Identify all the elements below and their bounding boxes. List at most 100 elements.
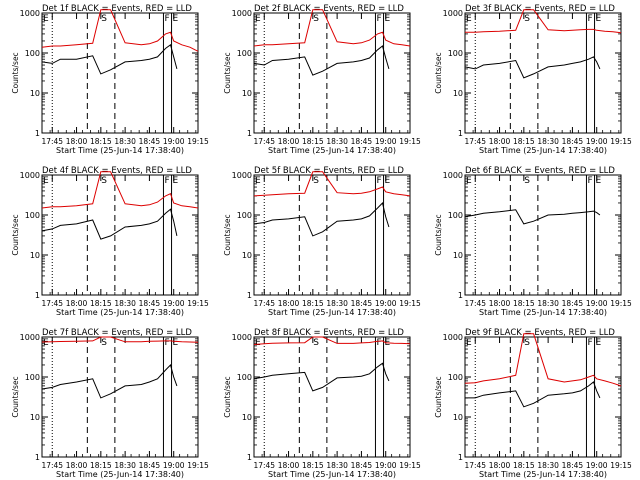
- panel-1: Det 1f BLACK = Events, RED = LLD 1 10 100 10…: [11, 4, 209, 155]
- x-tick-label: 18:30: [114, 299, 136, 308]
- y-tick-label: 100: [237, 373, 252, 382]
- event-marker-label: S: [313, 14, 319, 24]
- x-tick-label: 18:00: [278, 299, 300, 308]
- x-tick-label: 18:45: [351, 299, 373, 308]
- x-tick-label: 17:45: [464, 299, 486, 308]
- x-tick-label: 19:15: [610, 299, 632, 308]
- panel-title: Det 8f BLACK = Events, RED = LLD: [254, 328, 404, 338]
- x-axis-label: Start Time (25-Jun-14 17:38:40): [56, 146, 184, 155]
- event-marker-label: S: [313, 176, 319, 186]
- y-tick-label: 100: [25, 49, 40, 58]
- y-tick-label: 10: [30, 89, 40, 98]
- event-marker-label: E: [385, 14, 391, 24]
- y-tick-label: 10: [30, 413, 40, 422]
- panel-title: Det 9f BLACK = Events, RED = LLD: [465, 328, 615, 338]
- event-marker-label: S: [101, 176, 107, 186]
- y-tick-label: 1000: [232, 171, 252, 180]
- x-tick-label: 18:00: [489, 299, 511, 308]
- y-tick-label: 1000: [443, 171, 463, 180]
- y-tick-label: 10: [453, 89, 463, 98]
- y-axis-label: Counts/sec: [434, 376, 443, 417]
- lld-series-line: [41, 171, 199, 209]
- x-tick-label: 18:00: [278, 461, 300, 470]
- x-tick-label: 18:30: [326, 137, 348, 146]
- x-tick-label: 18:45: [562, 299, 584, 308]
- x-tick-label: 18:45: [139, 461, 161, 470]
- y-tick-label: 100: [237, 211, 252, 220]
- x-tick-label: 19:00: [375, 461, 397, 470]
- y-tick-label: 100: [25, 373, 40, 382]
- x-tick-label: 19:15: [187, 137, 209, 146]
- y-axis-label: Counts/sec: [223, 376, 232, 417]
- event-marker-label: E: [173, 176, 179, 186]
- x-tick-label: 18:15: [90, 461, 112, 470]
- event-marker-label: S: [524, 338, 530, 348]
- event-marker-label: F: [164, 338, 169, 348]
- plot-frame: [464, 12, 622, 134]
- events-series-line: [41, 364, 178, 399]
- x-tick-label: 18:15: [90, 299, 112, 308]
- y-tick-label: 1000: [443, 9, 463, 18]
- x-axis-label: Start Time (25-Jun-14 17:38:40): [479, 470, 607, 479]
- x-tick-label: 18:00: [489, 137, 511, 146]
- event-marker-label: E: [255, 338, 261, 348]
- event-marker-label: E: [43, 14, 49, 24]
- x-tick-label: 17:45: [41, 299, 63, 308]
- panel-title: Det 4f BLACK = Events, RED = LLD: [42, 166, 192, 176]
- x-tick-label: 18:00: [66, 461, 88, 470]
- x-tick-label: 18:15: [513, 461, 535, 470]
- panel-2: Det 2f BLACK = Events, RED = LLD 1 10 100 10…: [223, 4, 421, 155]
- y-axis-label: Counts/sec: [11, 52, 20, 93]
- y-tick-label: 1000: [232, 333, 252, 342]
- panel-title: Det 7f BLACK = Events, RED = LLD: [42, 328, 192, 338]
- y-tick-label: 1: [247, 129, 252, 138]
- x-tick-label: 19:00: [163, 299, 185, 308]
- lld-series-line: [253, 336, 411, 345]
- y-tick-label: 1: [35, 129, 40, 138]
- plot-frame: [41, 336, 199, 458]
- x-tick-label: 18:45: [562, 461, 584, 470]
- panel-3: Det 3f BLACK = Events, RED = LLD 1 10 100 10…: [434, 4, 632, 155]
- y-tick-label: 1000: [232, 9, 252, 18]
- lld-series-line: [253, 9, 411, 47]
- lld-series-line: [465, 9, 622, 34]
- x-axis-label: Start Time (25-Jun-14 17:38:40): [268, 146, 396, 155]
- x-tick-label: 18:45: [351, 137, 373, 146]
- plot-frame: [464, 174, 622, 296]
- event-marker-label: E: [466, 338, 472, 348]
- plot-frame: [41, 12, 199, 134]
- y-tick-label: 1: [247, 291, 252, 300]
- x-tick-label: 19:15: [187, 461, 209, 470]
- x-tick-label: 19:00: [586, 461, 608, 470]
- x-tick-label: 18:45: [139, 299, 161, 308]
- event-marker-label: E: [43, 176, 49, 186]
- plot-frame: [253, 12, 411, 134]
- x-tick-label: 19:00: [163, 137, 185, 146]
- event-marker-label: S: [101, 14, 107, 24]
- y-tick-label: 1: [247, 453, 252, 462]
- x-axis-label: Start Time (25-Jun-14 17:38:40): [479, 146, 607, 155]
- event-marker-label: F: [376, 14, 381, 24]
- y-tick-label: 100: [237, 49, 252, 58]
- y-tick-label: 10: [453, 251, 463, 260]
- y-tick-label: 100: [448, 373, 463, 382]
- x-tick-label: 19:00: [586, 137, 608, 146]
- panel-title: Det 3f BLACK = Events, RED = LLD: [465, 4, 615, 14]
- event-marker-label: F: [376, 338, 381, 348]
- x-tick-label: 18:15: [513, 299, 535, 308]
- x-tick-label: 18:30: [326, 299, 348, 308]
- y-axis-label: Counts/sec: [11, 214, 20, 255]
- y-tick-label: 1: [35, 291, 40, 300]
- y-axis-label: Counts/sec: [434, 214, 443, 255]
- x-tick-label: 17:45: [253, 461, 275, 470]
- x-axis-label: Start Time (25-Jun-14 17:38:40): [268, 470, 396, 479]
- y-tick-label: 1: [458, 453, 463, 462]
- panel-title: Det 2f BLACK = Events, RED = LLD: [254, 4, 404, 14]
- x-tick-label: 17:45: [464, 137, 486, 146]
- plot-frame: [41, 174, 199, 296]
- x-tick-label: 19:15: [399, 137, 421, 146]
- y-tick-label: 1: [458, 129, 463, 138]
- event-marker-label: S: [101, 338, 107, 348]
- x-axis-label: Start Time (25-Jun-14 17:38:40): [268, 308, 396, 317]
- event-marker-label: E: [173, 14, 179, 24]
